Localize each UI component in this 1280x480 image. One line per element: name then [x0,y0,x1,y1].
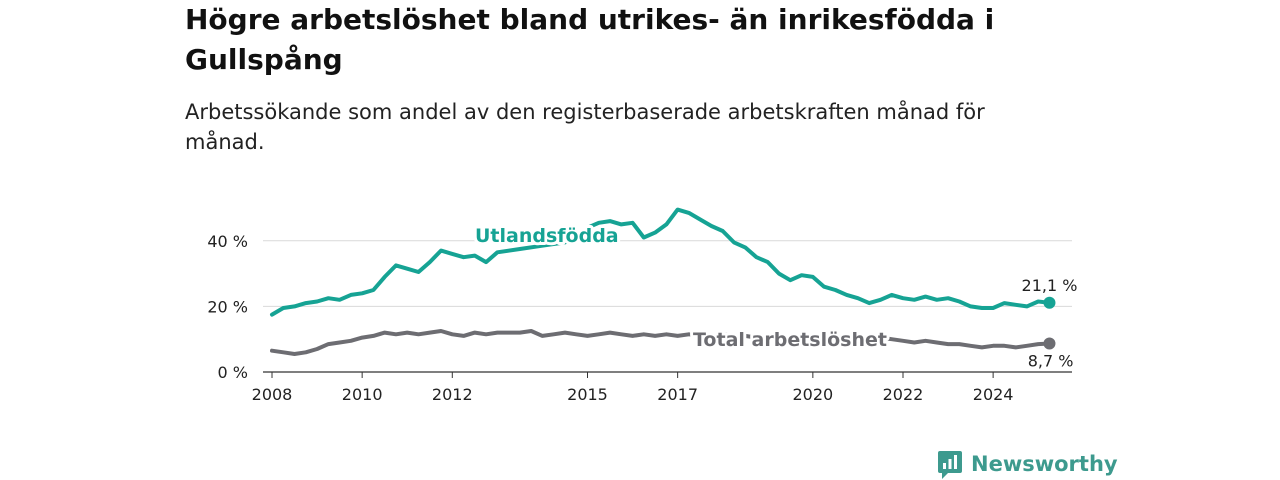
y-axis-ticks: 0 % 20 % 40 % [207,232,248,382]
chart-subtitle: Arbetssökande som andel av den registerb… [185,100,985,154]
series-label-utlandsfodda: Utlandsfödda [475,225,619,247]
series-utlandsfodda-group [270,207,1056,317]
x-tick-label: 2020 [792,385,833,404]
x-tick-label: 2024 [973,385,1014,404]
series-total-end-point [1043,337,1056,350]
series-total-group [270,329,1056,356]
newsworthy-logo: Newsworthy [937,448,1118,480]
series-label-utlandsfodda-halo: Utlandsfödda [475,225,619,247]
series-utlandsfodda-end-point [1043,296,1056,309]
x-axis-ticks: 2008 2010 2012 2015 2017 2020 2022 2024 [252,372,1014,404]
y-tick-label: 20 % [207,297,248,316]
newsworthy-logo-icon [938,451,962,479]
series-label-total: Total arbetslöshet [693,329,887,351]
line-chart: 0 % 20 % 40 % 2008 2010 2012 2015 2017 2020 2022… [207,207,1078,404]
series-label-total-halo: Total arbetslöshet [693,329,887,351]
x-tick-label: 2008 [252,385,293,404]
x-tick-label: 2010 [342,385,383,404]
x-tick-label: 2022 [883,385,924,404]
chart-title: Högre arbetslöshet bland utrikes- än inr… [185,3,995,76]
y-tick-label: 0 % [218,363,248,382]
grid-lines [263,240,1072,373]
x-tick-label: 2012 [432,385,473,404]
brand-name: Newsworthy [971,452,1118,476]
series-total-line [270,329,1052,356]
x-tick-label: 2015 [567,385,608,404]
end-label-utlandsfodda: 21,1 % [1022,276,1078,295]
end-label-total: 8,7 % [1028,351,1074,370]
series-utlandsfodda-line [270,207,1052,317]
x-tick-label: 2017 [657,385,698,404]
y-tick-label: 40 % [207,232,248,251]
